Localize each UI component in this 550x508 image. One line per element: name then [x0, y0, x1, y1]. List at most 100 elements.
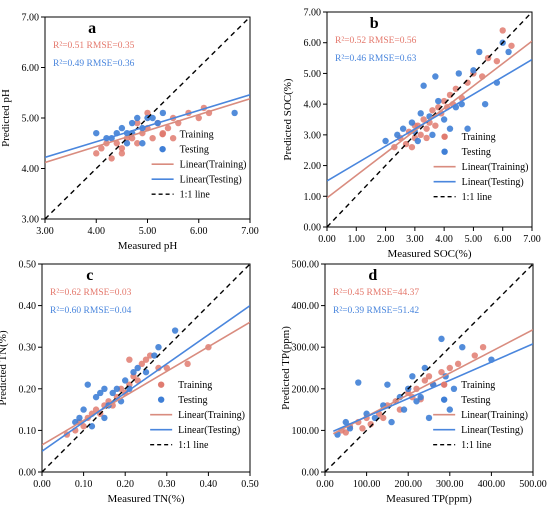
testing-point [134, 114, 141, 122]
training-point [423, 125, 430, 132]
testing-point [481, 100, 489, 108]
legend-label: Linear(Training) [178, 410, 245, 421]
training-point [417, 131, 424, 139]
y-tick-label: 6.00 [22, 63, 40, 74]
x-tick-label: 0.40 [200, 479, 218, 490]
testing-fit-line [332, 343, 533, 432]
testing-point [151, 352, 158, 359]
training-point [493, 57, 501, 65]
testing-point [417, 110, 424, 117]
stats-testing: R²=0.39 RMSE=51.42 [333, 306, 419, 316]
testing-point [438, 335, 445, 343]
training-point [471, 352, 478, 359]
x-tick-label: 0.50 [241, 479, 259, 490]
x-tick-label: 3.00 [406, 234, 424, 245]
testing-fit-line [45, 94, 250, 159]
training-point [126, 356, 133, 363]
training-point [118, 145, 126, 152]
x-tick-label: 3.00 [36, 226, 54, 237]
x-tick-label: 5.00 [465, 234, 483, 245]
training-fit-line [42, 321, 250, 446]
testing-point [413, 398, 420, 405]
legend-label: Linear(Training) [180, 160, 247, 171]
testing-point [384, 381, 391, 388]
identity-line [325, 264, 533, 472]
y-tick-label: 200.00 [292, 384, 320, 395]
testing-point [408, 119, 416, 126]
y-tick-label: 4.00 [304, 100, 322, 111]
testing-point [417, 393, 424, 401]
x-tick-label: 0.30 [158, 479, 176, 490]
x-tick-label: 200.00 [394, 479, 422, 490]
y-axis-label: Predicted TP(ppm) [280, 326, 292, 410]
legend-label: 1:1 line [180, 190, 211, 201]
testing-point [420, 82, 427, 89]
testing-point [400, 406, 408, 413]
testing-point [130, 368, 137, 376]
testing-point [134, 364, 141, 372]
y-axis-label: Predicted TN(%) [0, 330, 9, 406]
testing-point [84, 381, 91, 388]
y-tick-label: 0.30 [19, 343, 37, 354]
legend-label: Training [178, 380, 212, 391]
testing-point [446, 406, 453, 413]
y-tick-label: 0.00 [302, 468, 320, 479]
plot-area [327, 12, 532, 227]
y-tick-label: 3.00 [304, 130, 322, 141]
testing-fit-line [327, 58, 532, 182]
training-point [425, 373, 433, 380]
legend-label: Training [180, 130, 214, 141]
plot-area [325, 264, 533, 472]
plot-frame [326, 11, 533, 228]
stats-testing: R²=0.46 RMSE=0.63 [335, 54, 417, 64]
x-axis-label: Measured pH [118, 240, 178, 252]
y-tick-label: 1.00 [304, 192, 322, 203]
training-point [164, 124, 172, 132]
x-tick-label: 1.00 [348, 234, 366, 245]
training-point [144, 109, 151, 117]
panel-b: 0.00 1.00 2.00 3.00 4.00 5.00 6.00 7.00 0.00 1.00… [282, 8, 541, 261]
testing-point [399, 125, 407, 132]
x-tick-label: 4.00 [435, 234, 453, 245]
y-tick-label: 7.00 [304, 8, 322, 19]
y-tick-label: 5.00 [304, 69, 322, 80]
legend-label: Testing [461, 395, 490, 406]
training-point [113, 140, 120, 147]
panel-label: d [368, 267, 377, 284]
testing-point [455, 70, 462, 77]
y-tick-label: 0.10 [19, 426, 37, 437]
panel-label: a [88, 20, 96, 37]
testing-point [470, 67, 477, 74]
training-point [408, 143, 416, 151]
y-tick-label: 2.00 [304, 161, 322, 172]
stats-training: R²=0.45 RMSE=44.37 [333, 288, 419, 298]
y-tick-label: 0.00 [19, 468, 37, 479]
training-point [138, 360, 146, 368]
testing-point [93, 129, 100, 137]
testing-point [414, 137, 421, 145]
testing-point [342, 418, 349, 426]
testing-point [355, 379, 362, 386]
stats-testing: R²=0.49 RMSE=0.36 [53, 59, 135, 69]
testing-point [101, 385, 108, 392]
testing-point [388, 418, 395, 426]
training-point [142, 356, 150, 363]
x-tick-label: 0.10 [75, 479, 93, 490]
y-tick-label: 100.00 [292, 426, 320, 437]
training-point [479, 344, 487, 351]
stats-training: R²=0.51 RMSE=0.35 [53, 41, 135, 51]
legend-label: 1:1 line [462, 192, 493, 203]
y-tick-label: 3.00 [22, 215, 40, 226]
legend-label: Testing [180, 145, 209, 156]
training-point [423, 134, 430, 142]
testing-point [459, 344, 466, 351]
x-tick-label: 5.00 [139, 226, 157, 237]
training-point [367, 420, 374, 428]
y-tick-label: 500.00 [292, 260, 320, 271]
panel-label: c [86, 267, 93, 284]
plot-frame [324, 263, 534, 473]
testing-point [464, 125, 471, 132]
testing-point [440, 116, 448, 123]
x-axis-label: Measured SOC(%) [387, 248, 471, 260]
